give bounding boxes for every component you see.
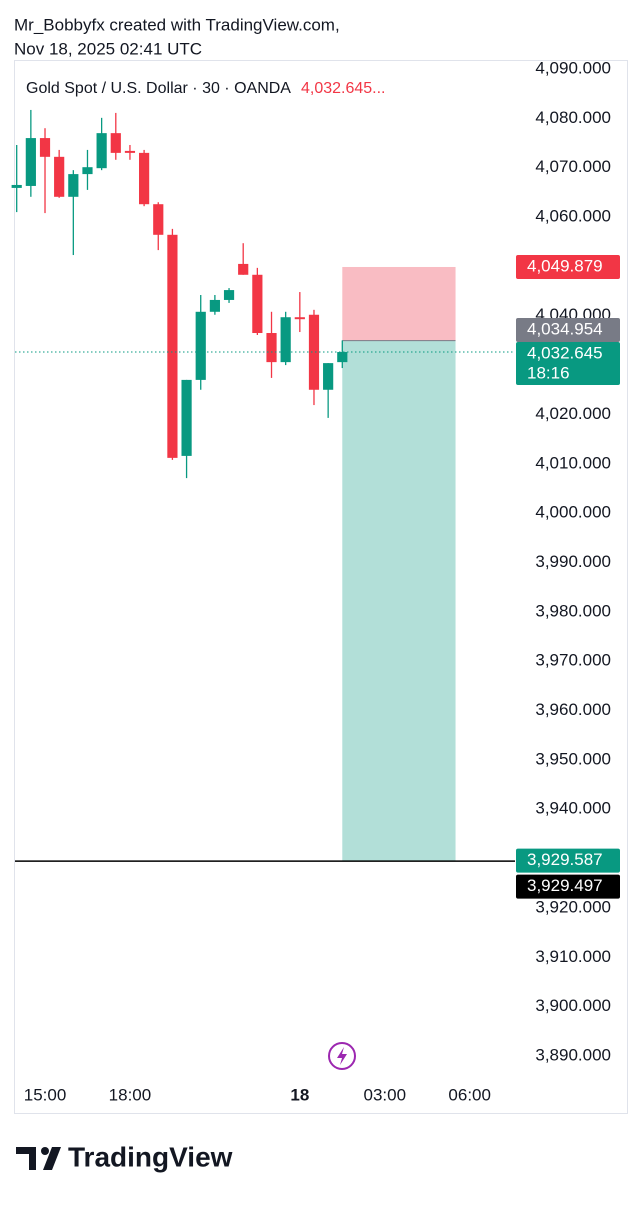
date-line: Nov 18, 2025 02:41 UTC (14, 39, 202, 58)
price-label-text: 4,049.879 (527, 256, 603, 275)
candle-body (323, 363, 334, 390)
price-label-box (516, 848, 620, 873)
y-tick-label: 4,010.000 (535, 453, 611, 472)
candle-body (238, 263, 249, 275)
y-tick-label: 4,080.000 (535, 108, 611, 127)
candle-body (110, 133, 121, 153)
candle-body (11, 184, 22, 188)
candle-body (252, 274, 263, 334)
candle-body (68, 174, 79, 197)
candle-body (25, 138, 36, 186)
legend-title: Gold Spot / U.S. Dollar · 30 · OANDA (26, 80, 291, 97)
y-tick-label: 3,990.000 (535, 552, 611, 571)
y-tick-label: 3,950.000 (535, 749, 611, 768)
author-line: Mr_Bobbyfx created with TradingView.com, (14, 15, 340, 34)
y-tick-label: 3,900.000 (535, 996, 611, 1015)
x-tick-label: 06:00 (448, 1085, 491, 1104)
y-tick-label: 3,980.000 (535, 601, 611, 620)
logo-mark-right (43, 1147, 61, 1170)
y-tick-label: 3,920.000 (535, 897, 611, 916)
y-tick-label: 3,940.000 (535, 799, 611, 818)
candle-body (139, 152, 150, 205)
price-label-text: 4,032.645 (527, 344, 603, 363)
y-tick-label: 3,910.000 (535, 947, 611, 966)
price-label-box (516, 318, 620, 343)
y-tick-label: 4,060.000 (535, 207, 611, 226)
target-zone (342, 340, 456, 861)
x-tick-label: 18:00 (109, 1085, 152, 1104)
countdown-text: 18:16 (527, 364, 570, 383)
candle-body (266, 333, 277, 363)
candle-body (54, 156, 65, 197)
candle-body (124, 150, 136, 153)
candle-body (294, 317, 305, 320)
price-label-box (516, 874, 620, 899)
y-tick-label: 4,000.000 (535, 503, 611, 522)
y-tick-label: 3,970.000 (535, 651, 611, 670)
candle-body (337, 352, 348, 363)
candle-body (195, 311, 206, 380)
candle-body (153, 204, 164, 235)
plot-area (11, 109, 515, 862)
alert-bolt (337, 1047, 347, 1065)
chart-frame (14, 60, 628, 1114)
legend-last-price: 4,032.645... (301, 80, 386, 97)
y-tick-label: 4,070.000 (535, 157, 611, 176)
y-tick-label: 4,020.000 (535, 404, 611, 423)
candle-body (167, 234, 178, 458)
price-label-box (516, 254, 620, 279)
logo-mark-dot (41, 1147, 49, 1155)
y-tick-label: 3,960.000 (535, 700, 611, 719)
price-label-text: 3,929.587 (527, 850, 603, 869)
candle-body (280, 317, 291, 363)
candle-body (181, 379, 192, 456)
x-tick-label: 18 (290, 1085, 309, 1104)
price-label-box (516, 342, 620, 386)
alert-icon (328, 1042, 356, 1070)
candle-body (209, 299, 220, 312)
y-tick-label: 3,890.000 (535, 1045, 611, 1064)
price-axis: 4,090.000 4,080.000 4,070.000 4,060.000 4,04… (24, 58, 611, 1104)
candle-body (39, 138, 51, 157)
stop-zone (342, 266, 456, 341)
logo-mark-left (16, 1147, 36, 1170)
x-tick-label: 03:00 (363, 1085, 406, 1104)
x-tick-label: 15:00 (24, 1085, 67, 1104)
alert-circle (328, 1042, 356, 1070)
y-tick-label: 4,090.000 (535, 58, 611, 77)
price-label-text: 4,034.954 (527, 320, 603, 339)
candle-body (96, 133, 107, 169)
candle-body (308, 314, 320, 390)
candle-body (223, 290, 235, 300)
candle-body (82, 167, 93, 175)
brand-name: TradingView (68, 1141, 233, 1172)
price-label-text: 3,929.497 (527, 876, 603, 895)
brand-logo (16, 1147, 61, 1170)
